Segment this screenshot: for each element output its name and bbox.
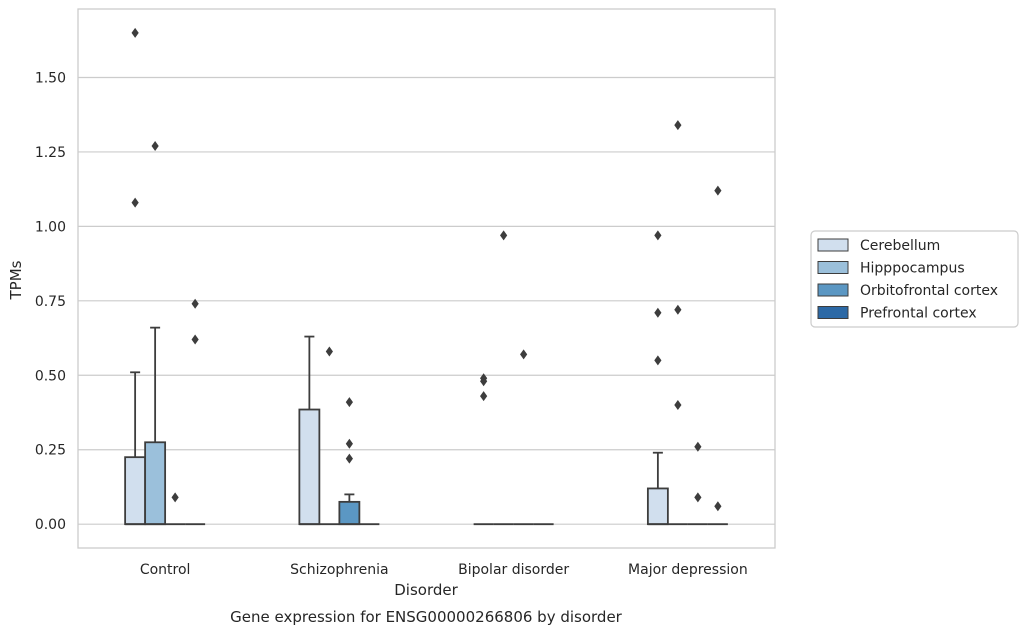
outlier-point: [654, 355, 662, 366]
box-group: [667, 120, 688, 526]
box: [646, 487, 669, 526]
box: [338, 500, 361, 526]
box-group: [493, 230, 514, 526]
legend-label: Orbitofrontal cortex: [860, 283, 998, 299]
box-group: [165, 492, 186, 526]
box: [124, 456, 147, 526]
y-tick-label: 1.50: [35, 70, 66, 86]
x-tick-label: Schizophrenia: [290, 562, 388, 578]
box-group: [319, 346, 340, 526]
outlier-point: [131, 197, 139, 208]
legend-box: [810, 230, 1019, 328]
outlier-point: [345, 397, 353, 408]
box-group: [338, 397, 361, 526]
outlier-point: [151, 140, 159, 151]
outlier-point: [694, 492, 702, 503]
y-tick-label: 0.00: [35, 517, 66, 533]
outlier-point: [520, 349, 528, 360]
gridlines: [78, 76, 775, 525]
box: [298, 408, 321, 526]
outlier-point: [654, 230, 662, 241]
x-tick-label: Control: [140, 562, 191, 578]
box-group: [473, 373, 494, 526]
outlier-point: [480, 373, 488, 384]
legend-label: Cerebellum: [860, 238, 940, 254]
outlier-point: [714, 185, 722, 196]
chart-caption: Gene expression for ENSG00000266806 by d…: [230, 608, 623, 626]
outlier-point: [325, 346, 333, 357]
outlier-point: [714, 501, 722, 512]
legend-label: Prefrontal cortex: [860, 306, 977, 322]
y-axis-label: TPMs: [7, 260, 25, 300]
outlier-point: [654, 307, 662, 318]
legend-swatch: [817, 306, 849, 319]
legend-swatch: [817, 238, 849, 252]
outlier-point: [674, 304, 682, 315]
box-group: [707, 185, 728, 526]
box-group: [687, 441, 708, 526]
outlier-point: [171, 492, 179, 503]
box-group: [646, 230, 669, 526]
plot-area: [124, 27, 728, 526]
box: [144, 441, 167, 526]
box-group: [144, 140, 167, 526]
plot-frame: [77, 8, 776, 549]
box-group: [298, 335, 321, 526]
outlier-point: [345, 453, 353, 464]
legend-swatch: [817, 261, 849, 274]
y-tick-label: 0.75: [35, 294, 66, 310]
x-tick-label: Bipolar disorder: [458, 562, 569, 578]
legend-label: Hipppocampus: [860, 261, 965, 277]
y-tick-label: 1.00: [35, 219, 66, 235]
y-axis-ticks: 0.00 0.25 0.50 0.75 1.00 1.25 1.50: [35, 70, 66, 533]
y-tick-label: 1.25: [35, 145, 66, 161]
box-group: [185, 298, 206, 526]
x-tick-label: Major depression: [628, 562, 748, 578]
legend: Cerebellum Hipppocampus Orbitofrontal cort…: [810, 230, 1019, 328]
outlier-point: [191, 334, 199, 345]
box-group: [513, 349, 534, 526]
outlier-point: [500, 230, 508, 241]
outlier-point: [674, 120, 682, 131]
outlier-point: [694, 441, 702, 452]
x-axis-ticks: Control Schizophrenia Bipolar disorder Majo…: [140, 562, 748, 578]
x-axis-label: Disorder: [394, 581, 458, 599]
outlier-point: [131, 27, 139, 38]
legend-swatch: [817, 283, 849, 297]
y-tick-label: 0.25: [35, 443, 66, 459]
outlier-point: [480, 391, 488, 402]
outlier-point: [191, 298, 199, 309]
outlier-point: [345, 438, 353, 449]
y-tick-label: 0.50: [35, 368, 66, 384]
outlier-point: [674, 400, 682, 411]
